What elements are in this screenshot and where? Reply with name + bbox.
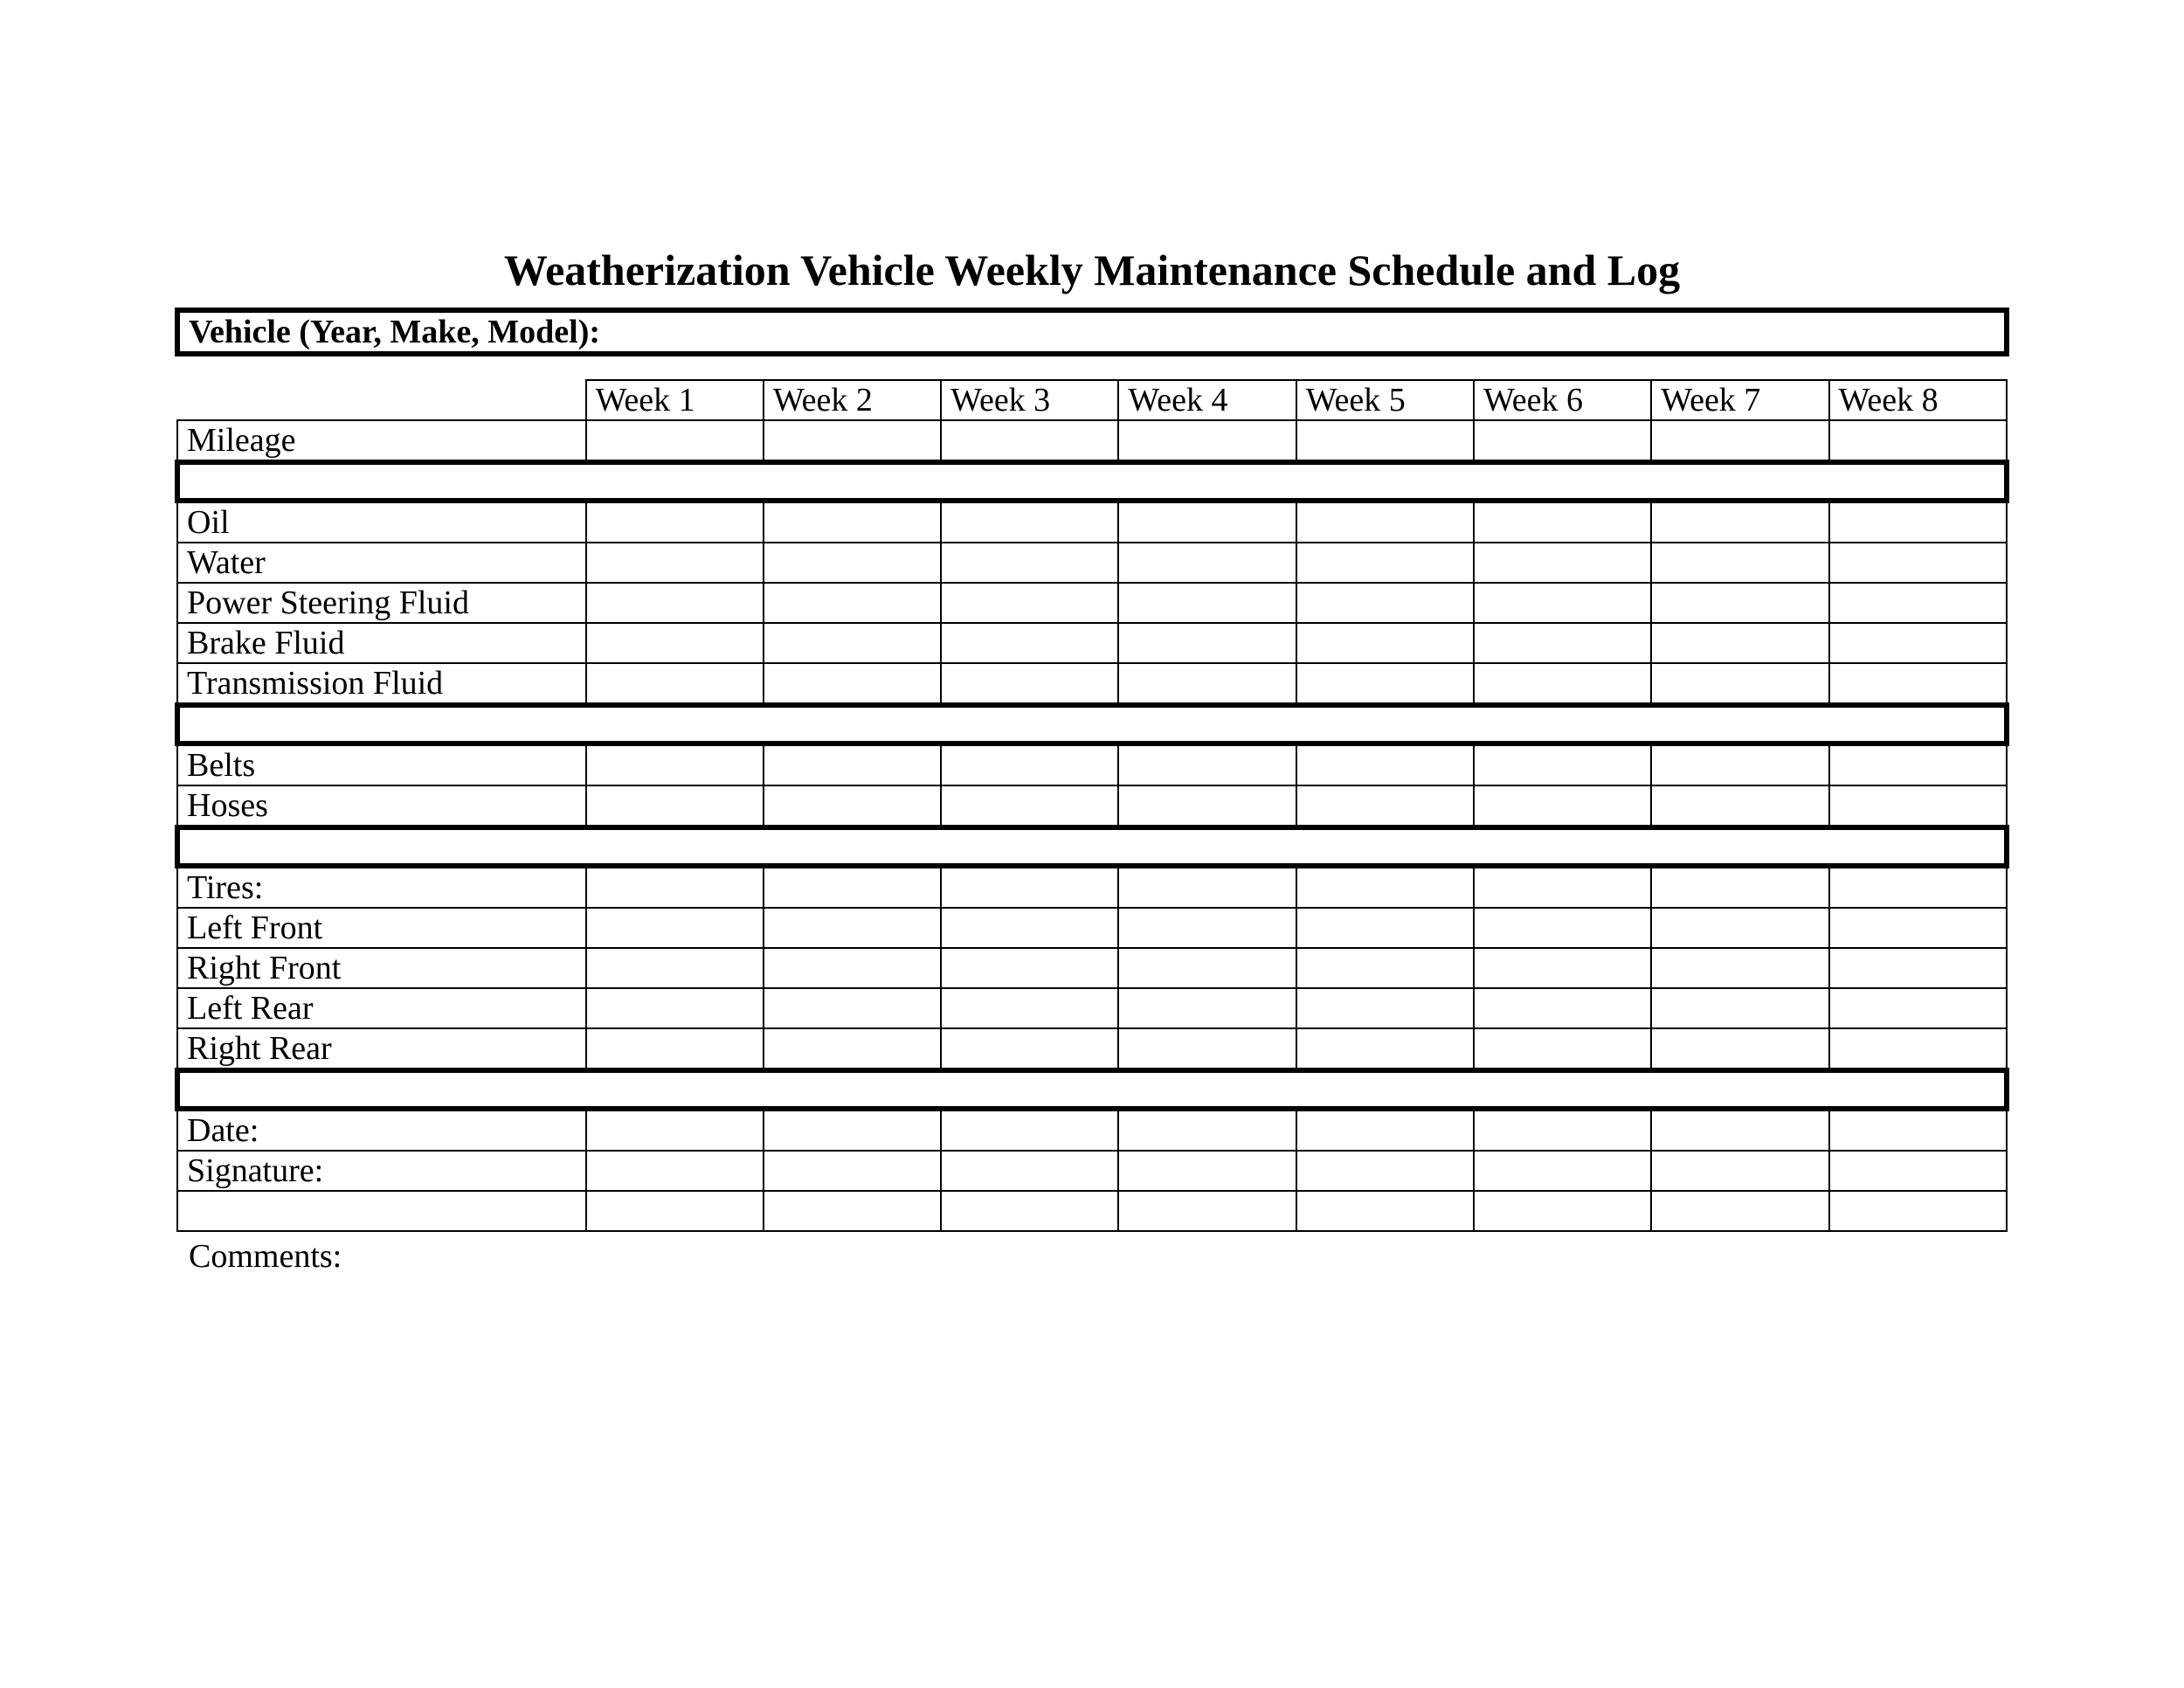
- label-right-front: Right Front: [177, 948, 586, 988]
- separator-3: [177, 827, 2007, 866]
- header-blank: [177, 380, 586, 420]
- comments-label: Comments:: [175, 1237, 2009, 1276]
- col-week-3: Week 3: [941, 380, 1118, 420]
- col-week-6: Week 6: [1474, 380, 1651, 420]
- separator-4: [177, 1070, 2007, 1109]
- col-week-5: Week 5: [1296, 380, 1474, 420]
- label-tires: Tires:: [177, 866, 586, 908]
- row-right-rear: Right Rear: [177, 1028, 2007, 1070]
- label-water: Water: [177, 543, 586, 583]
- header-row: Week 1 Week 2 Week 3 Week 4 Week 5 Week …: [177, 380, 2007, 420]
- label-hoses: Hoses: [177, 785, 586, 827]
- row-date: Date:: [177, 1109, 2007, 1151]
- row-left-rear: Left Rear: [177, 988, 2007, 1028]
- row-brake-fluid: Brake Fluid: [177, 623, 2007, 663]
- col-week-4: Week 4: [1118, 380, 1296, 420]
- row-transmission: Transmission Fluid: [177, 663, 2007, 705]
- label-left-rear: Left Rear: [177, 988, 586, 1028]
- row-hoses: Hoses: [177, 785, 2007, 827]
- separator-1: [177, 462, 2007, 501]
- row-right-front: Right Front: [177, 948, 2007, 988]
- row-belts: Belts: [177, 744, 2007, 785]
- label-belts: Belts: [177, 744, 586, 785]
- row-mileage: Mileage: [177, 420, 2007, 462]
- separator-2: [177, 705, 2007, 744]
- label-right-rear: Right Rear: [177, 1028, 586, 1070]
- label-left-front: Left Front: [177, 908, 586, 948]
- row-oil: Oil: [177, 501, 2007, 543]
- label-power-steering: Power Steering Fluid: [177, 583, 586, 623]
- row-water: Water: [177, 543, 2007, 583]
- col-week-2: Week 2: [764, 380, 941, 420]
- label-oil: Oil: [177, 501, 586, 543]
- maintenance-table: Vehicle (Year, Make, Model): Week 1 Week…: [175, 308, 2009, 1232]
- col-week-1: Week 1: [586, 380, 764, 420]
- col-week-7: Week 7: [1651, 380, 1828, 420]
- label-date: Date:: [177, 1109, 586, 1151]
- vehicle-info-row: Vehicle (Year, Make, Model):: [177, 310, 2007, 354]
- row-tires: Tires:: [177, 866, 2007, 908]
- row-left-front: Left Front: [177, 908, 2007, 948]
- label-mileage: Mileage: [177, 420, 586, 462]
- col-week-8: Week 8: [1829, 380, 2007, 420]
- label-transmission: Transmission Fluid: [177, 663, 586, 705]
- vehicle-label: Vehicle (Year, Make, Model):: [177, 310, 2007, 354]
- label-brake-fluid: Brake Fluid: [177, 623, 586, 663]
- page-title: Weatherization Vehicle Weekly Maintenanc…: [175, 245, 2009, 295]
- label-signature: Signature:: [177, 1151, 586, 1191]
- row-signature: Signature:: [177, 1151, 2007, 1191]
- row-power-steering: Power Steering Fluid: [177, 583, 2007, 623]
- row-blank: [177, 1191, 2007, 1231]
